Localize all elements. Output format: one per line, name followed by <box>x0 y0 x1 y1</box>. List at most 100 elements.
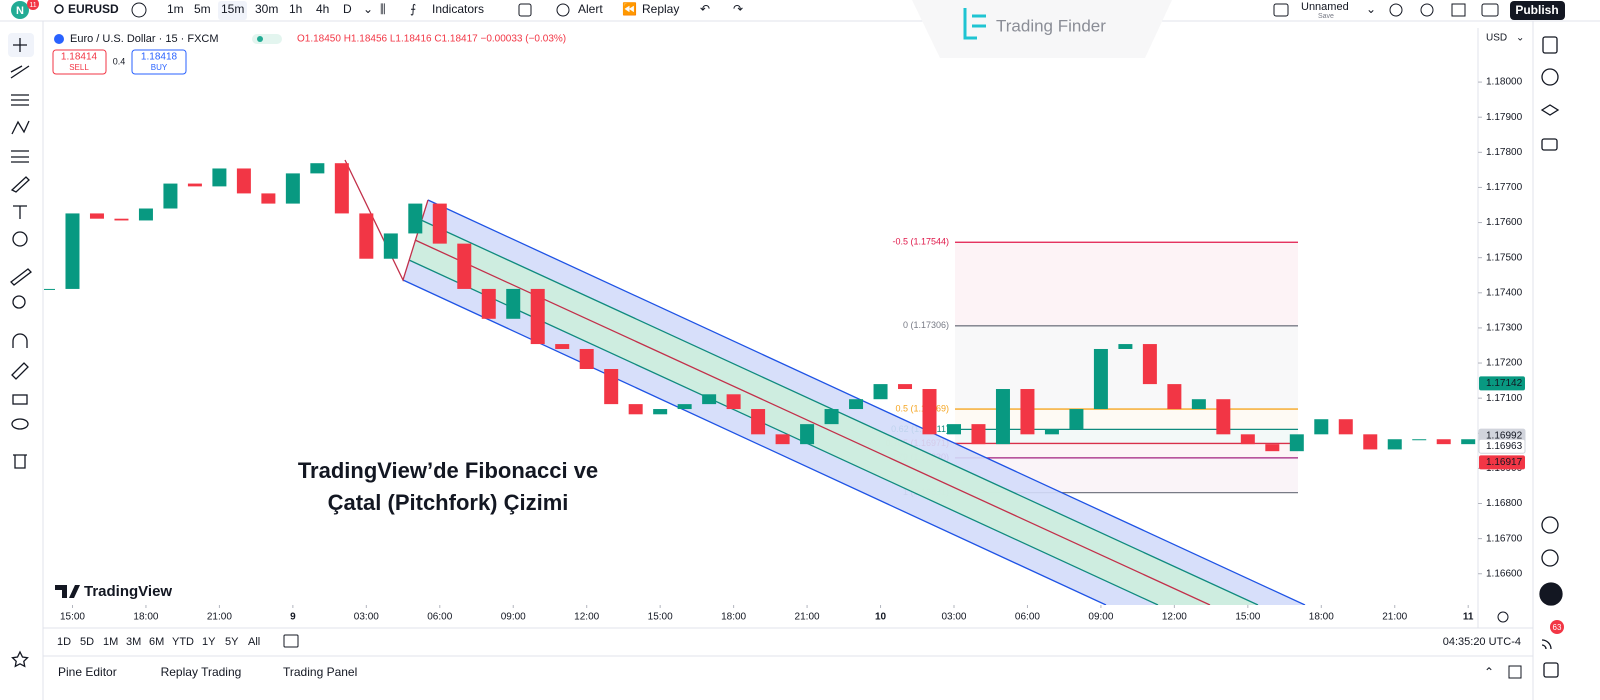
signals[interactable] <box>1541 549 1559 567</box>
interval[interactable]: 4h <box>316 2 329 16</box>
settings[interactable] <box>1420 3 1434 17</box>
replay[interactable]: Replay <box>642 2 679 16</box>
interval[interactable]: 30m <box>255 2 278 16</box>
pitchfork-upper-line <box>427 199 1306 605</box>
target[interactable] <box>1541 516 1559 534</box>
templates-icon[interactable] <box>518 3 532 17</box>
fibonacci-retracement: -0.5 (1.17544)0 (1.17306)0.5 (1.17069)0.… <box>885 237 1298 497</box>
candle <box>824 409 839 425</box>
range-button[interactable]: YTD <box>172 636 194 648</box>
crosshair-tool[interactable] <box>13 38 27 52</box>
hide-tool[interactable] <box>11 418 29 430</box>
range-button[interactable]: All <box>248 636 260 648</box>
interval[interactable]: 1h <box>289 2 302 16</box>
panel-maximize[interactable] <box>1508 665 1522 679</box>
range-button[interactable]: 5D <box>80 636 94 648</box>
favorites[interactable] <box>11 650 29 668</box>
bottom-tab[interactable]: Replay Trading <box>161 665 242 679</box>
interval[interactable]: 15m <box>221 2 244 16</box>
pattern-tool[interactable] <box>11 120 30 135</box>
bottom-tab[interactable]: Pine Editor <box>58 665 117 679</box>
x-tick-label: 15:00 <box>1235 612 1260 623</box>
fullscreen[interactable] <box>1451 3 1466 17</box>
snapshot[interactable] <box>1481 3 1499 17</box>
publish[interactable]: Publish <box>1515 3 1558 17</box>
currency-menu[interactable]: ⌄ <box>1516 33 1524 44</box>
publish-button[interactable] <box>1510 1 1565 20</box>
x-tick-label: 12:00 <box>1162 612 1187 623</box>
help[interactable] <box>1543 662 1559 678</box>
interval-group: 1m 5m 15m 30m 1h 4h D ⌄ <box>167 1 373 20</box>
magnet-tool[interactable] <box>12 333 28 348</box>
symbol[interactable]: EURUSD <box>68 2 119 16</box>
replay-icon[interactable]: ⏪ <box>622 2 637 16</box>
search-icon[interactable] <box>54 4 64 14</box>
sell-button[interactable] <box>52 49 107 75</box>
candle <box>873 384 888 400</box>
candle <box>359 213 374 259</box>
date-range-icon[interactable] <box>283 634 299 648</box>
range-button[interactable]: 5Y <box>225 636 239 648</box>
drawing-mode-tool[interactable] <box>11 362 29 380</box>
indicators-icon[interactable]: ⨍ <box>410 2 416 16</box>
sell-price[interactable]: 1.18414 <box>61 52 98 63</box>
undo[interactable]: ↶ <box>700 2 710 16</box>
axis-settings[interactable] <box>1497 611 1509 623</box>
candle <box>1387 439 1402 450</box>
candle <box>1436 439 1451 445</box>
brush-tool[interactable] <box>10 176 30 193</box>
apps[interactable] <box>1539 582 1563 606</box>
candles <box>44 163 1476 452</box>
remove-tool[interactable] <box>13 454 27 469</box>
range-button[interactable]: 1D <box>57 636 71 648</box>
bottom-tab[interactable]: Trading Panel <box>283 665 357 679</box>
range-button[interactable]: 1Y <box>202 636 216 648</box>
lock-tool[interactable] <box>12 394 28 405</box>
buy-label[interactable]: BUY <box>151 63 168 72</box>
feed[interactable] <box>1541 639 1552 650</box>
add-symbol[interactable] <box>131 2 147 18</box>
interval[interactable]: D <box>343 2 352 16</box>
alert-icon[interactable] <box>556 3 570 17</box>
quick-search[interactable] <box>1389 3 1403 17</box>
buy-price[interactable]: 1.18418 <box>141 52 178 63</box>
x-tick-label: 06:00 <box>427 612 452 623</box>
interval-menu[interactable]: ⌄ <box>363 2 373 16</box>
alerts[interactable] <box>1541 68 1559 86</box>
avatar[interactable] <box>11 1 29 19</box>
panel-collapse[interactable]: ⌃ <box>1484 665 1494 679</box>
text-tool[interactable] <box>13 205 27 219</box>
zoom-tool[interactable] <box>12 295 26 309</box>
interval[interactable]: 5m <box>194 2 211 16</box>
currency[interactable]: USD <box>1486 33 1507 44</box>
sell-label[interactable]: SELL <box>69 63 89 72</box>
chats[interactable] <box>1541 138 1558 151</box>
y-tick-label: 1.17100 <box>1486 393 1523 404</box>
layers[interactable] <box>1540 104 1560 116</box>
range-button[interactable]: 1M <box>103 636 118 648</box>
buy-button[interactable] <box>131 49 187 75</box>
layout-checkbox[interactable] <box>1273 3 1289 17</box>
interval[interactable]: 1m <box>167 2 184 16</box>
range-button[interactable]: 6M <box>149 636 164 648</box>
forecast-tool[interactable] <box>11 150 29 163</box>
chart-type-icon[interactable]: ⫼ <box>380 2 386 16</box>
candle <box>65 213 80 289</box>
icon-tool[interactable] <box>12 231 28 247</box>
layout-name[interactable]: Unnamed <box>1301 1 1349 13</box>
range-button[interactable]: 3M <box>126 636 141 648</box>
market-open-dot <box>257 36 263 42</box>
measure-tool[interactable] <box>10 268 32 286</box>
candle <box>212 168 227 187</box>
redo[interactable]: ↷ <box>733 2 743 16</box>
watchlist[interactable] <box>1542 36 1558 54</box>
fib-tool[interactable] <box>11 94 29 106</box>
layout-menu[interactable]: ⌄ <box>1366 2 1376 16</box>
candle <box>653 409 668 415</box>
fib-zone <box>955 429 1298 444</box>
trend-line-tool[interactable] <box>10 65 30 79</box>
alert[interactable]: Alert <box>578 2 603 16</box>
y-tick-label: 1.18000 <box>1486 77 1523 88</box>
indicators[interactable]: Indicators <box>432 2 484 16</box>
